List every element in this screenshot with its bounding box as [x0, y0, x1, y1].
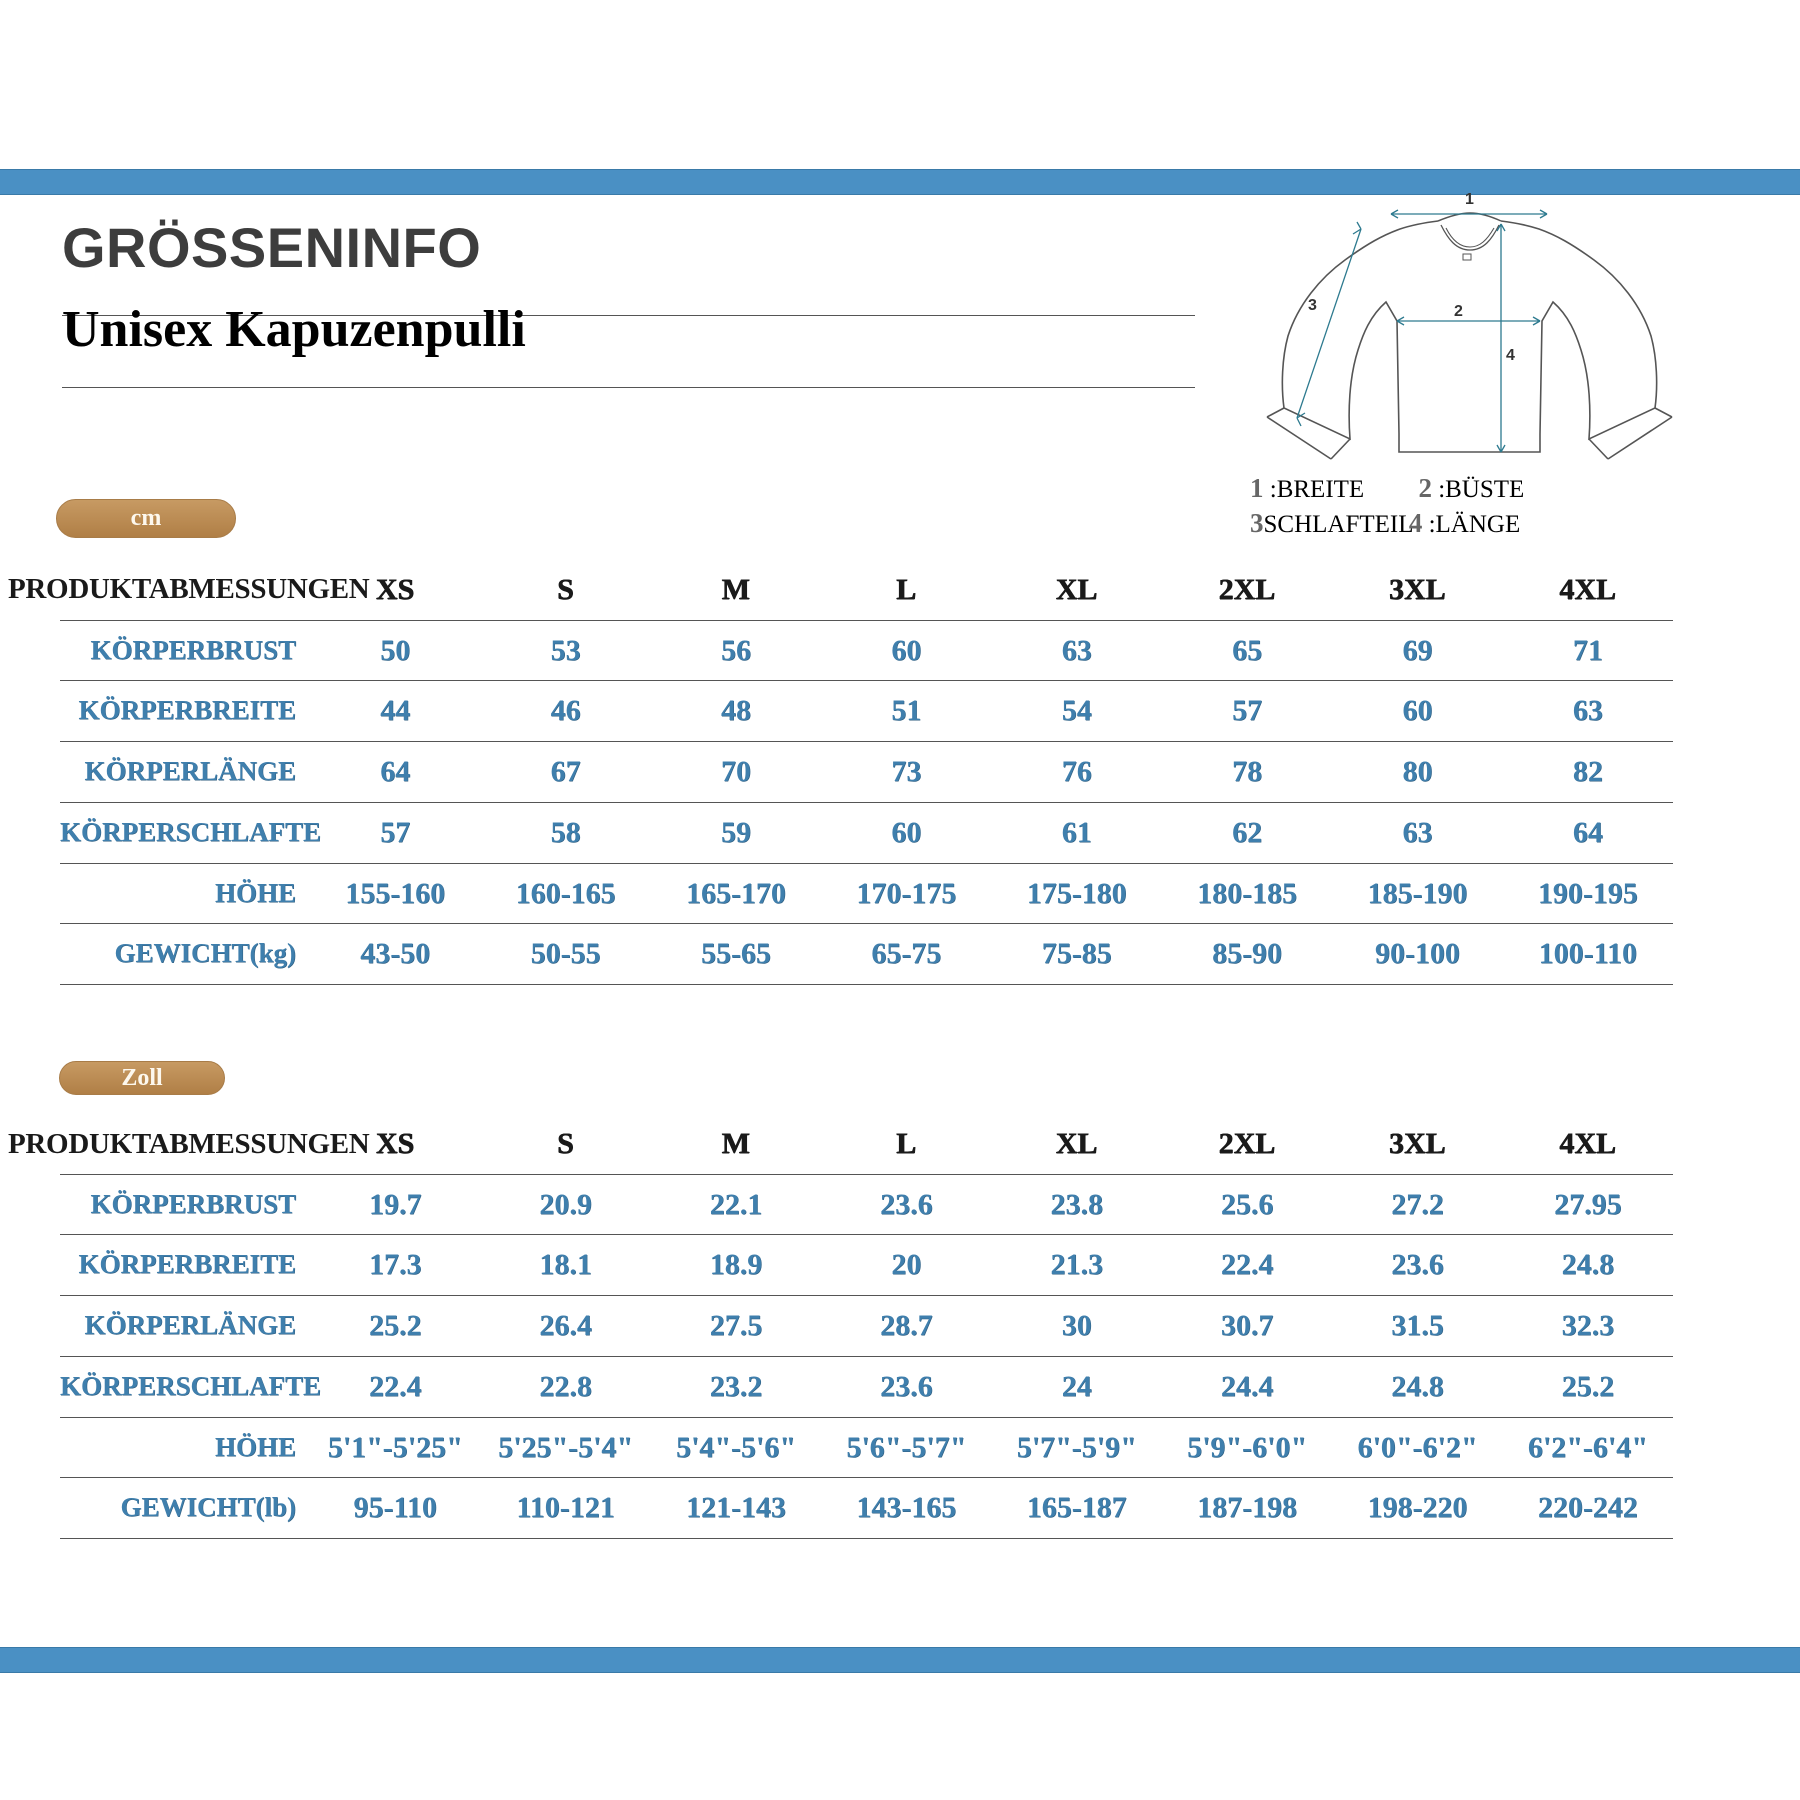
svg-text:2: 2	[1454, 303, 1463, 320]
svg-text:4: 4	[1506, 347, 1515, 364]
svg-text:3: 3	[1308, 297, 1317, 314]
svg-text:1: 1	[1465, 191, 1474, 208]
